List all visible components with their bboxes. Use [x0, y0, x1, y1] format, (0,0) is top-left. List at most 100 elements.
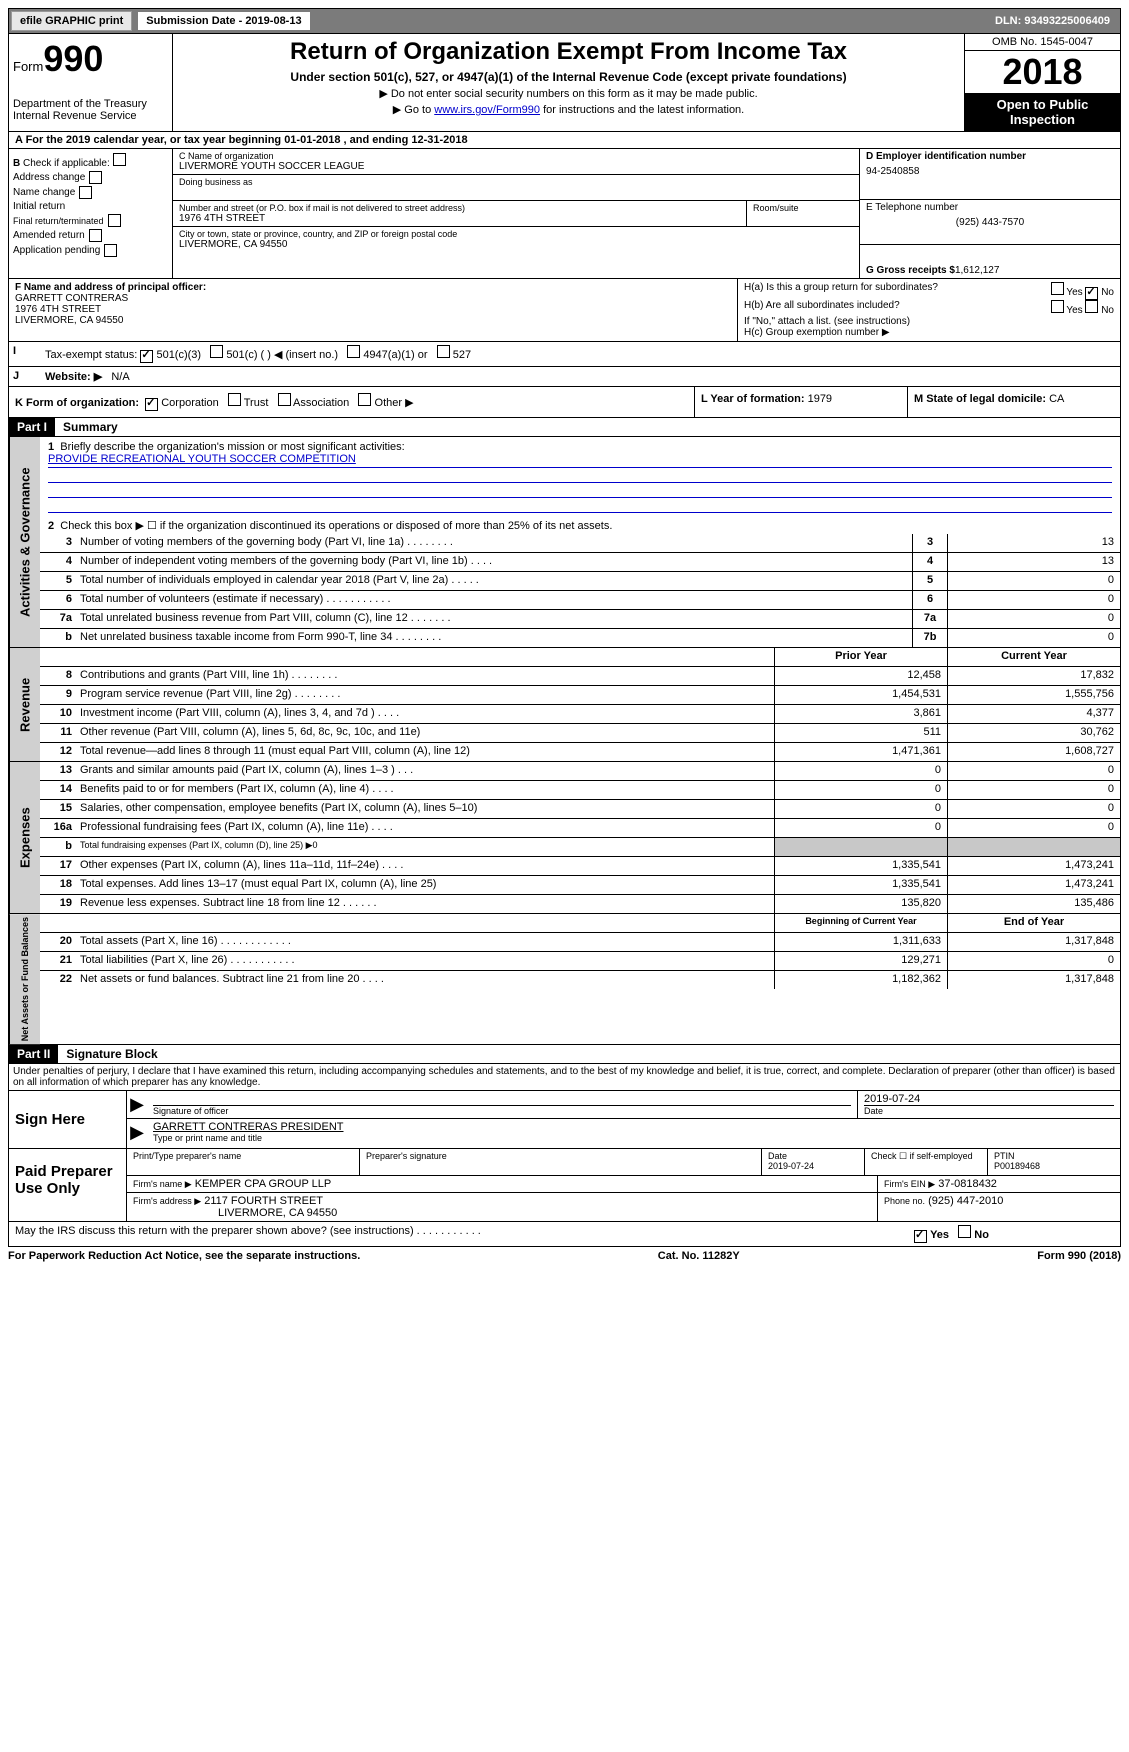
- current-value: 1,555,756: [947, 686, 1120, 704]
- shaded-cell: [947, 838, 1120, 856]
- checkbox-icon[interactable]: [140, 350, 153, 363]
- governance-section: Activities & Governance 1 Briefly descri…: [8, 437, 1121, 648]
- current-value: 0: [947, 762, 1120, 780]
- domicile: CA: [1049, 393, 1064, 405]
- line-text: Contributions and grants (Part VIII, lin…: [76, 667, 774, 685]
- gross-receipts-label: G Gross receipts $: [866, 265, 955, 276]
- line-text: Total number of volunteers (estimate if …: [76, 591, 912, 609]
- checkbox-icon[interactable]: [1085, 300, 1098, 313]
- mission-text[interactable]: PROVIDE RECREATIONAL YOUTH SOCCER COMPET…: [48, 453, 356, 465]
- dln: DLN: 93493225006409: [995, 15, 1118, 27]
- line-value: 0: [947, 629, 1120, 647]
- amended-return-label: Amended return: [13, 230, 85, 241]
- prior-value: 0: [774, 819, 947, 837]
- tax-status-row: I Tax-exempt status: 501(c)(3) 501(c) ( …: [8, 342, 1121, 367]
- prior-value: 0: [774, 781, 947, 799]
- firm-addr2: LIVERMORE, CA 94550: [133, 1207, 871, 1219]
- checkbox-icon[interactable]: [347, 345, 360, 358]
- subtitle: Under section 501(c), 527, or 4947(a)(1)…: [177, 70, 960, 84]
- line-2-text: Check this box ▶ ☐ if the organization d…: [60, 520, 612, 532]
- prior-value: 1,311,633: [774, 933, 947, 951]
- ptin: P00189468: [994, 1161, 1114, 1171]
- sign-here-label: Sign Here: [9, 1091, 127, 1148]
- irs-link[interactable]: www.irs.gov/Form990: [434, 104, 540, 116]
- prep-date: 2019-07-24: [768, 1161, 858, 1171]
- checkbox-icon[interactable]: [278, 393, 291, 406]
- checkbox-icon[interactable]: [1085, 287, 1098, 300]
- checkbox-icon[interactable]: [89, 229, 102, 242]
- line-text: Other expenses (Part IX, column (A), lin…: [76, 857, 774, 875]
- line-value: 13: [947, 553, 1120, 571]
- prior-value: 12,458: [774, 667, 947, 685]
- checkbox-icon[interactable]: [1051, 282, 1064, 295]
- officer-name-title: GARRETT CONTRERAS PRESIDENT: [153, 1121, 1114, 1133]
- submission-date: Submission Date - 2019-08-13: [138, 12, 309, 30]
- officer-city: LIVERMORE, CA 94550: [15, 315, 731, 326]
- net-assets-section: Net Assets or Fund Balances Beginning of…: [8, 914, 1121, 1045]
- begin-year-header: Beginning of Current Year: [774, 914, 947, 932]
- prior-year-header: Prior Year: [774, 648, 947, 666]
- expenses-section: Expenses 13Grants and similar amounts pa…: [8, 762, 1121, 914]
- prior-value: 1,182,362: [774, 971, 947, 989]
- checkbox-icon[interactable]: [79, 186, 92, 199]
- checkbox-icon[interactable]: [89, 171, 102, 184]
- org-form-row: K Form of organization: Corporation Trus…: [8, 387, 1121, 418]
- prior-value: 1,454,531: [774, 686, 947, 704]
- tax-year: 2018: [965, 51, 1120, 93]
- efile-label[interactable]: efile GRAPHIC print: [11, 11, 132, 31]
- current-value: 0: [947, 819, 1120, 837]
- line-text: Number of independent voting members of …: [76, 553, 912, 571]
- current-value: 0: [947, 800, 1120, 818]
- prior-value: 129,271: [774, 952, 947, 970]
- perjury-text: Under penalties of perjury, I declare th…: [8, 1064, 1121, 1091]
- firm-addr-label: Firm's address ▶: [133, 1196, 201, 1206]
- line-text: Program service revenue (Part VIII, line…: [76, 686, 774, 704]
- firm-phone: (925) 447-2010: [928, 1195, 1003, 1207]
- city-state-zip: LIVERMORE, CA 94550: [179, 239, 853, 250]
- initial-return-label: Initial return: [13, 201, 65, 212]
- checkbox-icon[interactable]: [104, 244, 117, 257]
- checkbox-icon[interactable]: [228, 393, 241, 406]
- revenue-section: Revenue Prior YearCurrent Year 8Contribu…: [8, 648, 1121, 762]
- address-label: Number and street (or P.O. box if mail i…: [179, 203, 740, 213]
- checkbox-icon[interactable]: [145, 398, 158, 411]
- checkbox-icon[interactable]: [1051, 300, 1064, 313]
- ein: 94-2540858: [866, 166, 1114, 177]
- line-text: Total number of individuals employed in …: [76, 572, 912, 590]
- mission-label: Briefly describe the organization's miss…: [60, 441, 404, 453]
- self-employed-label: Check ☐ if self-employed: [871, 1151, 981, 1162]
- ha-label: H(a) Is this a group return for subordin…: [744, 282, 938, 300]
- officer-label: F Name and address of principal officer:: [15, 282, 206, 293]
- firm-ein-label: Firm's EIN ▶: [884, 1179, 935, 1189]
- ptin-label: PTIN: [994, 1151, 1114, 1161]
- dept-treasury: Department of the Treasury: [13, 98, 168, 110]
- line-text: Total liabilities (Part X, line 26) . . …: [76, 952, 774, 970]
- line-text: Total assets (Part X, line 16) . . . . .…: [76, 933, 774, 951]
- checkbox-icon[interactable]: [210, 345, 223, 358]
- current-value: 135,486: [947, 895, 1120, 913]
- gross-receipts: 1,612,127: [955, 265, 1000, 276]
- checkbox-icon[interactable]: [108, 214, 121, 227]
- hc-label: H(c) Group exemption number ▶: [744, 327, 1114, 338]
- part1-title: Summary: [55, 420, 118, 434]
- officer-name: GARRETT CONTRERAS: [15, 293, 731, 304]
- line-text: Total revenue—add lines 8 through 11 (mu…: [76, 743, 774, 761]
- application-pending-label: Application pending: [13, 245, 100, 256]
- checkbox-icon[interactable]: [914, 1230, 927, 1243]
- arrow-icon: ▶: [127, 1119, 147, 1145]
- checkbox-icon[interactable]: [437, 345, 450, 358]
- checkbox-icon[interactable]: [358, 393, 371, 406]
- part2-title: Signature Block: [58, 1047, 157, 1061]
- form-number: 990: [43, 38, 103, 79]
- preparer-name-label: Print/Type preparer's name: [133, 1151, 353, 1161]
- line-text: Professional fundraising fees (Part IX, …: [76, 819, 774, 837]
- line-text: Total unrelated business revenue from Pa…: [76, 610, 912, 628]
- form-header: Form990 Department of the Treasury Inter…: [8, 34, 1121, 132]
- officer-group-row: F Name and address of principal officer:…: [8, 279, 1121, 342]
- current-value: 17,832: [947, 667, 1120, 685]
- hb-label: H(b) Are all subordinates included?: [744, 300, 900, 316]
- main-title: Return of Organization Exempt From Incom…: [177, 38, 960, 66]
- checkbox-icon[interactable]: [958, 1225, 971, 1238]
- sign-here-section: Sign Here ▶ Signature of officer 2019-07…: [8, 1091, 1121, 1149]
- checkbox-icon[interactable]: [113, 153, 126, 166]
